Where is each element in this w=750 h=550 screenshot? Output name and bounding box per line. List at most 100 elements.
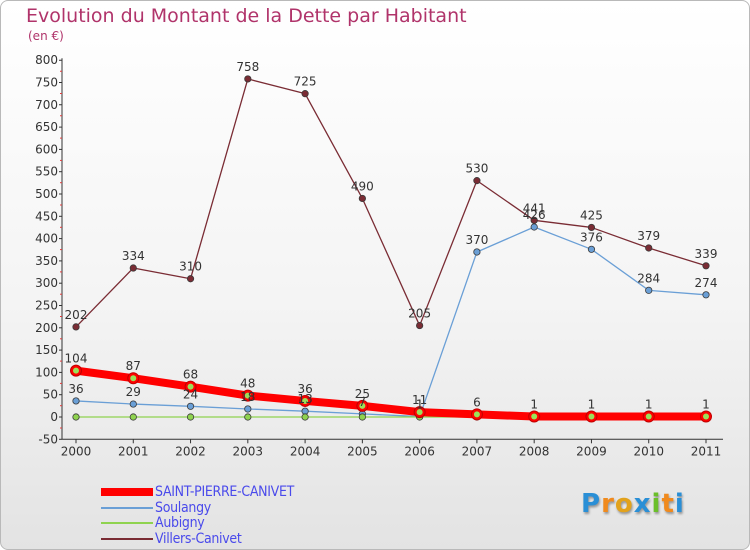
data-label: 29 [126, 385, 141, 399]
y-tick-label: 0 [50, 410, 58, 424]
data-point [645, 286, 653, 294]
data-label: 11 [412, 393, 427, 407]
data-label: 370 [465, 233, 488, 247]
data-label: 490 [351, 179, 374, 193]
legend-swatch [101, 506, 153, 509]
data-point [587, 245, 596, 253]
x-tick-label: 2010 [633, 444, 664, 458]
brand-logo-letter: x [633, 489, 652, 519]
data-label: 426 [523, 208, 546, 222]
y-tick-label: 300 [35, 276, 58, 290]
data-label: 1 [702, 398, 710, 412]
data-point [244, 75, 252, 83]
y-tick-label: 100 [35, 365, 58, 379]
data-point [702, 291, 710, 299]
data-label: 7 [359, 395, 367, 409]
data-label: 24 [183, 387, 198, 401]
data-point [301, 90, 309, 98]
data-label: 334 [122, 249, 145, 263]
y-tick-label: 50 [43, 388, 58, 402]
x-tick-label: 2007 [462, 444, 493, 458]
series-saint-pierre-canivet [70, 364, 712, 423]
brand-logo: Proxiti [581, 489, 685, 519]
data-point-marker [588, 413, 595, 420]
legend-swatch [101, 522, 153, 524]
x-tick-label: 2002 [175, 444, 206, 458]
series-soulangy [72, 223, 710, 421]
legend-swatch [101, 537, 153, 540]
data-label: 18 [240, 390, 255, 404]
data-label: 310 [179, 260, 202, 274]
data-point [416, 321, 424, 330]
data-label: 25 [355, 387, 370, 401]
y-tick-label: 650 [35, 120, 58, 134]
data-point-marker [703, 413, 709, 420]
chart-axes [61, 58, 723, 440]
data-point [72, 413, 80, 421]
data-point-marker [473, 411, 480, 418]
data-point [129, 400, 137, 408]
x-tick-label: 2011 [691, 444, 722, 458]
data-label: 441 [523, 201, 546, 215]
series-line [75, 226, 707, 418]
y-tick-label: 800 [35, 53, 58, 67]
x-tick-label: 2005 [347, 444, 378, 458]
y-tick-label: 500 [35, 187, 58, 201]
legend-label: Soulangy [155, 499, 211, 516]
data-label: 376 [580, 230, 603, 244]
data-label: 68 [183, 368, 198, 382]
data-point-marker [645, 413, 652, 420]
brand-logo-letter: r [601, 489, 615, 519]
brand-logo-letter: o [614, 489, 634, 519]
data-point-marker [531, 413, 538, 420]
data-point [587, 223, 596, 232]
legend-label: SAINT-PIERRE-CANIVET [155, 484, 295, 500]
y-tick-label: 450 [35, 209, 58, 223]
data-point [702, 262, 710, 270]
data-point-marker [130, 375, 137, 382]
data-point [72, 397, 80, 405]
data-point [129, 413, 137, 421]
data-label: 13 [297, 392, 312, 406]
data-label: 205 [408, 307, 431, 321]
y-tick-label: 600 [35, 142, 58, 156]
data-label: 1 [588, 398, 596, 412]
data-point [358, 194, 366, 203]
brand-logo-letter: t [661, 489, 675, 519]
data-point [186, 413, 195, 421]
data-label: 274 [695, 276, 718, 290]
data-point-marker [416, 409, 423, 416]
x-tick-label: 2009 [576, 444, 607, 458]
chart-unit-label: (en €) [28, 29, 64, 43]
data-point [244, 405, 252, 413]
data-point [72, 323, 80, 331]
series-line [72, 366, 710, 421]
data-point-marker [73, 367, 79, 374]
data-label: 425 [580, 208, 603, 222]
data-label: 758 [236, 60, 259, 74]
data-label: 530 [465, 162, 488, 176]
y-tick-label: 550 [35, 165, 58, 179]
data-label: 1 [645, 398, 653, 412]
x-tick-label: 2001 [118, 444, 149, 458]
y-tick-label: 400 [35, 232, 58, 246]
data-label: 104 [65, 352, 88, 366]
data-point-marker [187, 383, 194, 390]
chart-title: Evolution du Montant de la Dette par Hab… [26, 5, 467, 27]
x-tick-label: 2006 [404, 444, 435, 458]
data-label: 284 [637, 271, 660, 285]
series-villers-canivet [72, 75, 710, 331]
brand-logo-letter: i [674, 489, 685, 519]
y-axis-ticks: -50 0 50 100 150 200 250 300 350 400 450 500 550 600 6… [35, 53, 62, 446]
y-tick-label: 750 [35, 76, 58, 90]
legend-label: Aubigny [155, 515, 205, 531]
y-tick-label: 150 [35, 343, 58, 357]
data-label: 48 [240, 377, 255, 391]
data-label: 6 [473, 395, 481, 409]
x-tick-label: 2000 [61, 444, 92, 458]
data-point [473, 248, 481, 256]
data-point [645, 244, 653, 252]
data-label: 1 [416, 398, 424, 412]
